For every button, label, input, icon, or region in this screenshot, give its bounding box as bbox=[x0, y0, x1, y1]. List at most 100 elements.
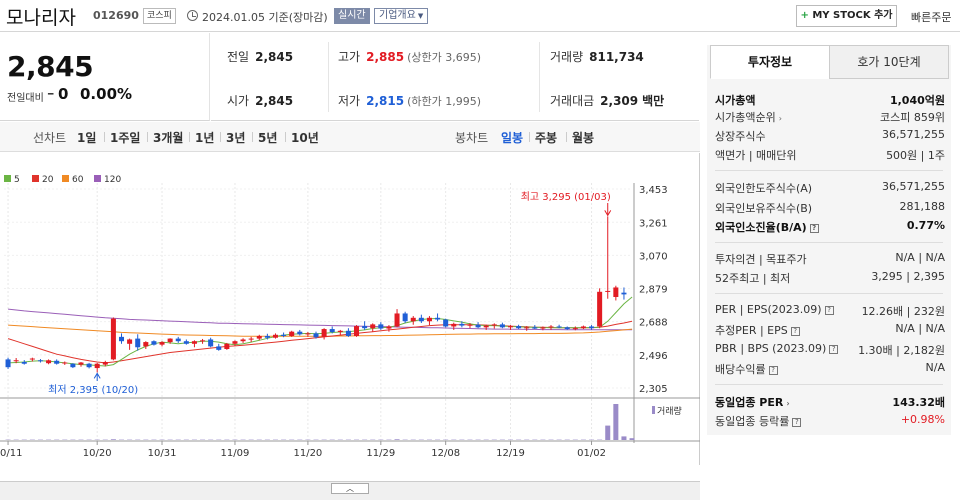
info-key: PER | EPS(2023.09)? bbox=[715, 303, 834, 316]
candlestick-chart-svg[interactable]: 5 20 60 120 3,453 3,261 3,070 2,879 2,688 2,496 2,… bbox=[0, 153, 700, 465]
info-value: 281,188 bbox=[899, 200, 946, 213]
candle bbox=[110, 318, 116, 360]
volume-bar bbox=[621, 436, 627, 440]
candle bbox=[345, 330, 351, 336]
y-tick-label: 2,688 bbox=[639, 318, 668, 329]
legend-swatch-5 bbox=[4, 175, 11, 182]
candle bbox=[483, 325, 489, 328]
date-text: 2024.01.05 기준(장마감) bbox=[202, 11, 328, 24]
x-tick-label: 10/31 bbox=[148, 448, 177, 459]
help-icon[interactable]: ? bbox=[824, 305, 834, 315]
candle bbox=[62, 362, 68, 364]
candle bbox=[256, 335, 262, 339]
price-summary: 2,845 전일대비 ━ 0 0.00% bbox=[0, 33, 210, 121]
candle bbox=[507, 326, 514, 328]
ma120-line bbox=[8, 308, 633, 331]
quick-order-link[interactable]: 빠른주문 bbox=[911, 11, 952, 24]
info-key: 외국인한도주식수(A) bbox=[715, 182, 813, 195]
amount-value: 2,309 bbox=[600, 94, 639, 108]
price-stats: 전일 2,845 고가 2,885 (상한가 3,695) 거래량 811,734 시가… bbox=[211, 33, 699, 121]
info-row: 52주최고 | 최저 3,295 | 2,395 bbox=[715, 270, 945, 288]
info-key: 추정PER | EPS? bbox=[715, 322, 800, 338]
chevron-right-icon[interactable]: › bbox=[778, 114, 782, 123]
legend-swatch-60 bbox=[62, 175, 69, 182]
candle bbox=[289, 331, 295, 336]
help-icon[interactable]: ? bbox=[809, 223, 819, 233]
candle-chart-label: 봉차트 bbox=[455, 131, 489, 145]
market-badge: 코스피 bbox=[143, 8, 176, 24]
open-value: 2,845 bbox=[255, 94, 294, 108]
candle bbox=[621, 292, 627, 295]
candle bbox=[208, 339, 214, 347]
line-tab-4[interactable]: 3년 bbox=[226, 131, 246, 145]
candle bbox=[159, 342, 165, 345]
legend-swatch-20 bbox=[32, 175, 39, 182]
candle bbox=[29, 358, 35, 360]
company-overview-dropdown[interactable]: 기업개요 ▼ bbox=[374, 8, 429, 24]
line-tab-1[interactable]: 1주일 bbox=[110, 131, 141, 145]
candle bbox=[402, 313, 408, 322]
candle-tab-1[interactable]: 주봉 bbox=[535, 131, 558, 145]
collapse-chart-button[interactable]: ︿ bbox=[331, 483, 369, 494]
info-value: N/A | N/A bbox=[895, 251, 945, 264]
candle bbox=[21, 361, 27, 364]
chevron-up-icon: ︿ bbox=[346, 484, 354, 493]
help-icon[interactable]: ? bbox=[768, 365, 778, 375]
tab-orderbook[interactable]: 호가 10단계 bbox=[829, 45, 949, 79]
volume-bar bbox=[613, 404, 619, 440]
candle bbox=[540, 327, 546, 329]
x-tick-label: 10/20 bbox=[83, 448, 112, 459]
candle bbox=[597, 291, 603, 327]
info-value: 코스피 859위 bbox=[880, 111, 945, 124]
line-tab-6[interactable]: 10년 bbox=[291, 131, 319, 145]
candle bbox=[524, 327, 530, 329]
realtime-button[interactable]: 실시간 bbox=[334, 8, 370, 24]
info-tabs: 투자정보 호가 10단계 bbox=[707, 45, 951, 79]
candle bbox=[329, 329, 335, 333]
tab-investment-info[interactable]: 투자정보 bbox=[710, 45, 830, 79]
candle-tab-2[interactable]: 월봉 bbox=[572, 131, 595, 145]
x-tick-label: 11/29 bbox=[366, 448, 395, 459]
candle-tab-0[interactable]: 일봉 bbox=[501, 131, 524, 145]
chevron-right-icon[interactable]: › bbox=[786, 399, 790, 408]
x-tick-label: 10/11 bbox=[0, 448, 22, 459]
candle bbox=[5, 359, 11, 368]
add-mystock-button[interactable]: + MY STOCK 추가 bbox=[796, 5, 897, 27]
line-tab-5[interactable]: 5년 bbox=[258, 131, 278, 145]
info-value: 36,571,255 bbox=[882, 180, 945, 193]
candle bbox=[451, 323, 457, 327]
help-icon[interactable]: ? bbox=[790, 326, 800, 336]
candle bbox=[443, 319, 449, 327]
volume-legend-swatch bbox=[652, 406, 655, 414]
help-icon[interactable]: ? bbox=[792, 417, 802, 427]
info-key: 시가총액순위 › bbox=[715, 111, 782, 124]
candle bbox=[70, 363, 76, 368]
price-chart[interactable]: 5 20 60 120 3,453 3,261 3,070 2,879 2,688 2,496 2,… bbox=[0, 153, 700, 465]
lower-limit: (하한가 1,995) bbox=[407, 95, 481, 108]
candle bbox=[46, 360, 52, 364]
candle bbox=[467, 324, 473, 326]
info-row: 추정PER | EPS? N/A | N/A bbox=[715, 322, 945, 340]
info-value: 3,295 | 2,395 bbox=[871, 270, 945, 283]
info-row: 상장주식수 36,571,255 bbox=[715, 128, 945, 146]
info-value: 1.30배 | 2,182원 bbox=[858, 344, 945, 357]
x-tick-label: 12/19 bbox=[496, 448, 525, 459]
y-tick-label: 2,879 bbox=[639, 285, 668, 296]
candle bbox=[499, 324, 505, 328]
line-tab-2[interactable]: 3개월 bbox=[153, 131, 184, 145]
candle bbox=[37, 360, 43, 362]
help-icon[interactable]: ? bbox=[829, 344, 839, 354]
stock-header: 모나리자 012690 코스피 2024.01.05 기준(장마감) 실시간 기… bbox=[0, 0, 960, 32]
info-key: 액면가 | 매매단위 bbox=[715, 149, 797, 162]
info-key: 동일업종 등락률? bbox=[715, 413, 802, 429]
info-value: N/A | N/A bbox=[895, 322, 945, 335]
x-tick-label: 01/02 bbox=[577, 448, 606, 459]
line-tab-3[interactable]: 1년 bbox=[195, 131, 215, 145]
min-arrow-head bbox=[93, 372, 101, 379]
clock-icon bbox=[187, 10, 198, 21]
legend-label-120: 120 bbox=[104, 175, 121, 185]
max-arrow-head bbox=[604, 210, 612, 217]
line-tab-0[interactable]: 1일 bbox=[77, 131, 97, 145]
info-key: 시가총액 bbox=[715, 94, 756, 107]
candle bbox=[127, 339, 133, 344]
